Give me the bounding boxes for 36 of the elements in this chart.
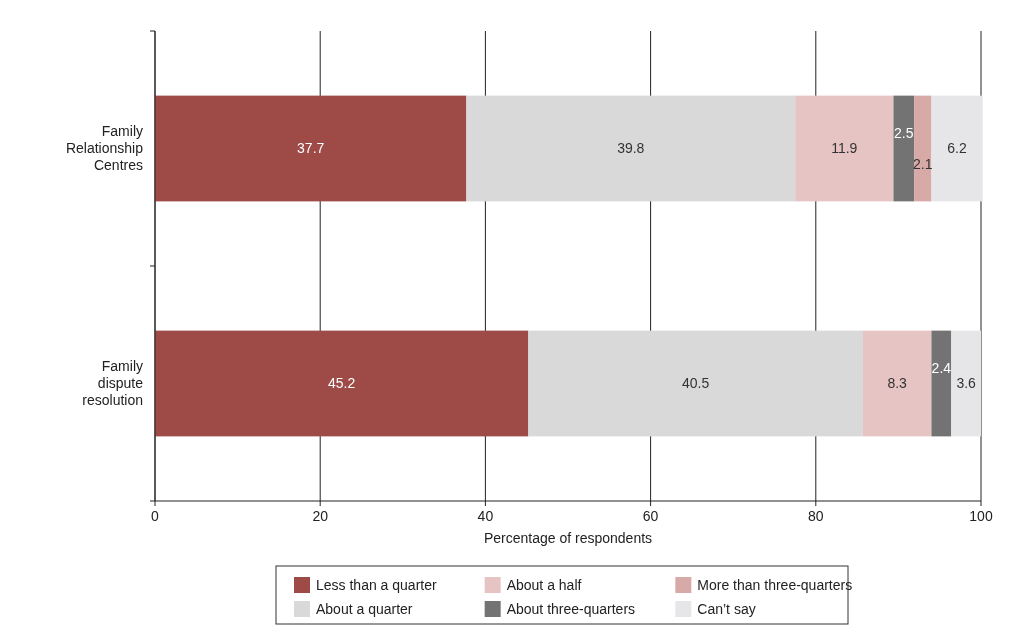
data-label: 11.9 — [831, 140, 858, 157]
bar — [795, 95, 894, 202]
data-label: 8.3 — [887, 375, 908, 392]
x-tick-label: 100 — [969, 508, 993, 524]
data-label: 6.2 — [947, 140, 967, 157]
bar — [931, 330, 952, 437]
bar — [466, 95, 796, 202]
data-label: 40.5 — [681, 375, 710, 392]
data-label: 39.8 — [617, 140, 645, 157]
legend-label: Less than a quarter — [316, 576, 437, 593]
data-label: 45.2 — [328, 375, 356, 392]
bar — [951, 330, 981, 437]
x-tick-label: 80 — [808, 508, 824, 524]
x-tick-label: 20 — [312, 508, 329, 524]
legend-label: More than three-quarters — [697, 576, 853, 593]
bar — [893, 95, 915, 202]
x-tick-label: 0 — [151, 508, 160, 524]
bar — [862, 330, 932, 437]
bar — [931, 95, 983, 202]
legend-label: About a half — [506, 576, 582, 593]
y-tick-label: Family Relationship Centres — [65, 123, 144, 174]
x-axis-title: Percentage of respondents — [483, 530, 653, 546]
legend-label: About a quarter — [316, 600, 413, 617]
bar — [155, 330, 529, 437]
x-tick-label: 40 — [477, 508, 494, 524]
bar — [914, 95, 932, 202]
data-label: 2.5 — [894, 124, 914, 141]
legend-label: Can’t say — [697, 600, 756, 617]
x-tick-label: 60 — [642, 508, 659, 524]
legend-label: About three-quarters — [506, 600, 636, 617]
bar — [155, 95, 467, 202]
data-label: 37.7 — [297, 140, 325, 157]
data-label: 2.4 — [931, 359, 952, 376]
y-tick-label: Family dispute resolution — [82, 358, 144, 409]
bar — [528, 330, 863, 437]
data-label: 3.6 — [956, 375, 977, 392]
